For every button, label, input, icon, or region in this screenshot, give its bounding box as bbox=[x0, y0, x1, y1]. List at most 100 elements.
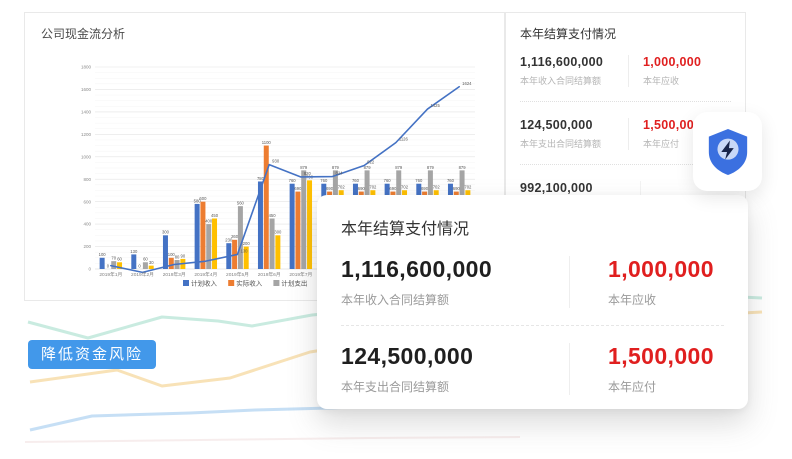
svg-text:760: 760 bbox=[415, 178, 423, 183]
svg-text:800: 800 bbox=[83, 177, 91, 182]
svg-text:879: 879 bbox=[332, 165, 340, 170]
svg-text:820: 820 bbox=[304, 171, 312, 176]
svg-text:60: 60 bbox=[117, 257, 122, 262]
risk-badge: 降低资金风险 bbox=[28, 340, 157, 369]
svg-text:计划支出: 计划支出 bbox=[281, 279, 307, 288]
settlement-row-income: 1,116,600,000 本年收入合同结算额 1,000,000 本年应收 bbox=[520, 46, 731, 94]
svg-text:200: 200 bbox=[243, 241, 251, 246]
income-settlement-value: 1,116,600,000 bbox=[520, 55, 604, 69]
svg-text:690: 690 bbox=[453, 186, 461, 191]
expense-settlement-value: 124,500,000 bbox=[520, 118, 593, 132]
balance-value: 992,100,000 bbox=[520, 181, 593, 195]
svg-text:2019年1月: 2019年1月 bbox=[99, 271, 122, 278]
svg-text:100: 100 bbox=[168, 252, 176, 257]
svg-text:560: 560 bbox=[237, 201, 245, 206]
overlay-row-income: 1,116,600,000 本年收入合同结算额 1,000,000 本年应收 bbox=[341, 256, 724, 308]
svg-text:879: 879 bbox=[459, 165, 467, 170]
svg-text:400: 400 bbox=[83, 222, 91, 227]
svg-text:1200: 1200 bbox=[81, 132, 92, 137]
svg-text:760: 760 bbox=[352, 178, 360, 183]
svg-text:2019年2月: 2019年2月 bbox=[131, 271, 154, 278]
svg-text:60: 60 bbox=[143, 257, 148, 262]
cashflow-card-title: 公司现金流分析 bbox=[41, 27, 126, 41]
svg-text:702: 702 bbox=[338, 185, 346, 190]
svg-text:702: 702 bbox=[433, 185, 441, 190]
svg-text:760: 760 bbox=[320, 178, 328, 183]
svg-text:760: 760 bbox=[447, 178, 455, 183]
svg-text:702: 702 bbox=[401, 185, 409, 190]
svg-text:1400: 1400 bbox=[81, 109, 92, 114]
svg-text:690: 690 bbox=[358, 186, 366, 191]
svg-text:30: 30 bbox=[149, 260, 154, 265]
svg-text:690: 690 bbox=[421, 186, 429, 191]
svg-text:760: 760 bbox=[384, 178, 392, 183]
panel-divider bbox=[520, 164, 731, 165]
svg-text:0: 0 bbox=[88, 267, 91, 272]
receivable-label: 本年应收 bbox=[643, 76, 680, 86]
svg-text:100: 100 bbox=[99, 252, 107, 257]
shield-lightning-icon bbox=[708, 128, 747, 175]
overlay-payable-label: 本年应付 bbox=[608, 380, 657, 394]
security-shield-card bbox=[693, 112, 762, 191]
svg-text:1800: 1800 bbox=[81, 65, 92, 70]
svg-text:702: 702 bbox=[464, 185, 472, 190]
settlement-panel-title: 本年结算支付情况 bbox=[520, 27, 617, 41]
svg-text:1600: 1600 bbox=[81, 87, 92, 92]
overlay-expense-label: 本年支出合同结算额 bbox=[341, 380, 450, 394]
svg-text:0: 0 bbox=[107, 263, 110, 268]
svg-text:2019年5月: 2019年5月 bbox=[226, 271, 249, 278]
svg-text:580: 580 bbox=[194, 198, 202, 203]
svg-text:200: 200 bbox=[83, 244, 91, 249]
svg-text:922: 922 bbox=[367, 160, 375, 165]
svg-text:879: 879 bbox=[395, 165, 403, 170]
svg-text:0: 0 bbox=[138, 263, 141, 268]
income-settlement-label: 本年收入合同结算额 bbox=[520, 76, 602, 86]
svg-text:824: 824 bbox=[336, 171, 344, 176]
svg-text:90: 90 bbox=[181, 253, 186, 258]
overlay-title: 本年结算支付情况 bbox=[341, 221, 470, 238]
expense-settlement-label: 本年支出合同结算额 bbox=[520, 139, 602, 149]
svg-text:2019年3月: 2019年3月 bbox=[163, 271, 186, 278]
overlay-receivable-value: 1,000,000 bbox=[608, 256, 714, 282]
svg-text:实际收入: 实际收入 bbox=[236, 279, 263, 288]
svg-text:879: 879 bbox=[364, 165, 372, 170]
svg-text:690: 690 bbox=[326, 186, 334, 191]
svg-text:450: 450 bbox=[211, 213, 219, 218]
svg-text:879: 879 bbox=[427, 165, 435, 170]
svg-text:702: 702 bbox=[369, 185, 377, 190]
svg-text:130: 130 bbox=[241, 248, 249, 253]
svg-text:70: 70 bbox=[111, 256, 116, 261]
svg-text:1624: 1624 bbox=[462, 81, 472, 86]
settlement-row-expense: 124,500,000 本年支出合同结算额 1,500,000 本年应付 bbox=[520, 109, 731, 157]
overlay-income-label: 本年收入合同结算额 bbox=[341, 293, 450, 307]
svg-text:130: 130 bbox=[130, 249, 138, 254]
svg-text:2019年4月: 2019年4月 bbox=[194, 271, 217, 278]
svg-text:1000: 1000 bbox=[81, 154, 92, 159]
svg-text:450: 450 bbox=[269, 213, 277, 218]
svg-text:计划收入: 计划收入 bbox=[191, 279, 218, 288]
svg-text:300: 300 bbox=[162, 230, 170, 235]
svg-text:690: 690 bbox=[294, 186, 302, 191]
overlay-receivable-label: 本年应收 bbox=[608, 293, 657, 307]
svg-text:300: 300 bbox=[274, 230, 282, 235]
svg-text:690: 690 bbox=[389, 186, 397, 191]
overlay-expense-value: 124,500,000 bbox=[341, 343, 474, 369]
panel-divider bbox=[520, 101, 731, 102]
svg-text:760: 760 bbox=[289, 178, 297, 183]
svg-text:780: 780 bbox=[257, 176, 265, 181]
svg-text:260: 260 bbox=[231, 234, 239, 239]
overlay-payable-value: 1,500,000 bbox=[608, 343, 714, 369]
payable-value: 1,500,000 bbox=[643, 118, 702, 132]
svg-text:2019年7月: 2019年7月 bbox=[289, 271, 312, 278]
cashflow-analysis-card: 公司现金流分析 0 200 400 600 800 1000 1200 1400 1600 180… bbox=[24, 12, 505, 301]
settlement-overlay-card: 本年结算支付情况 1,116,600,000 本年收入合同结算额 1,000,0… bbox=[317, 195, 748, 409]
svg-text:879: 879 bbox=[300, 165, 308, 170]
svg-text:600: 600 bbox=[83, 199, 91, 204]
receivable-value: 1,000,000 bbox=[643, 55, 702, 69]
overlay-income-value: 1,116,600,000 bbox=[341, 256, 493, 282]
svg-text:230: 230 bbox=[225, 238, 233, 243]
overlay-divider bbox=[341, 325, 724, 326]
svg-text:930: 930 bbox=[272, 159, 280, 164]
svg-text:1425: 1425 bbox=[431, 103, 441, 108]
payable-label: 本年应付 bbox=[643, 139, 680, 149]
